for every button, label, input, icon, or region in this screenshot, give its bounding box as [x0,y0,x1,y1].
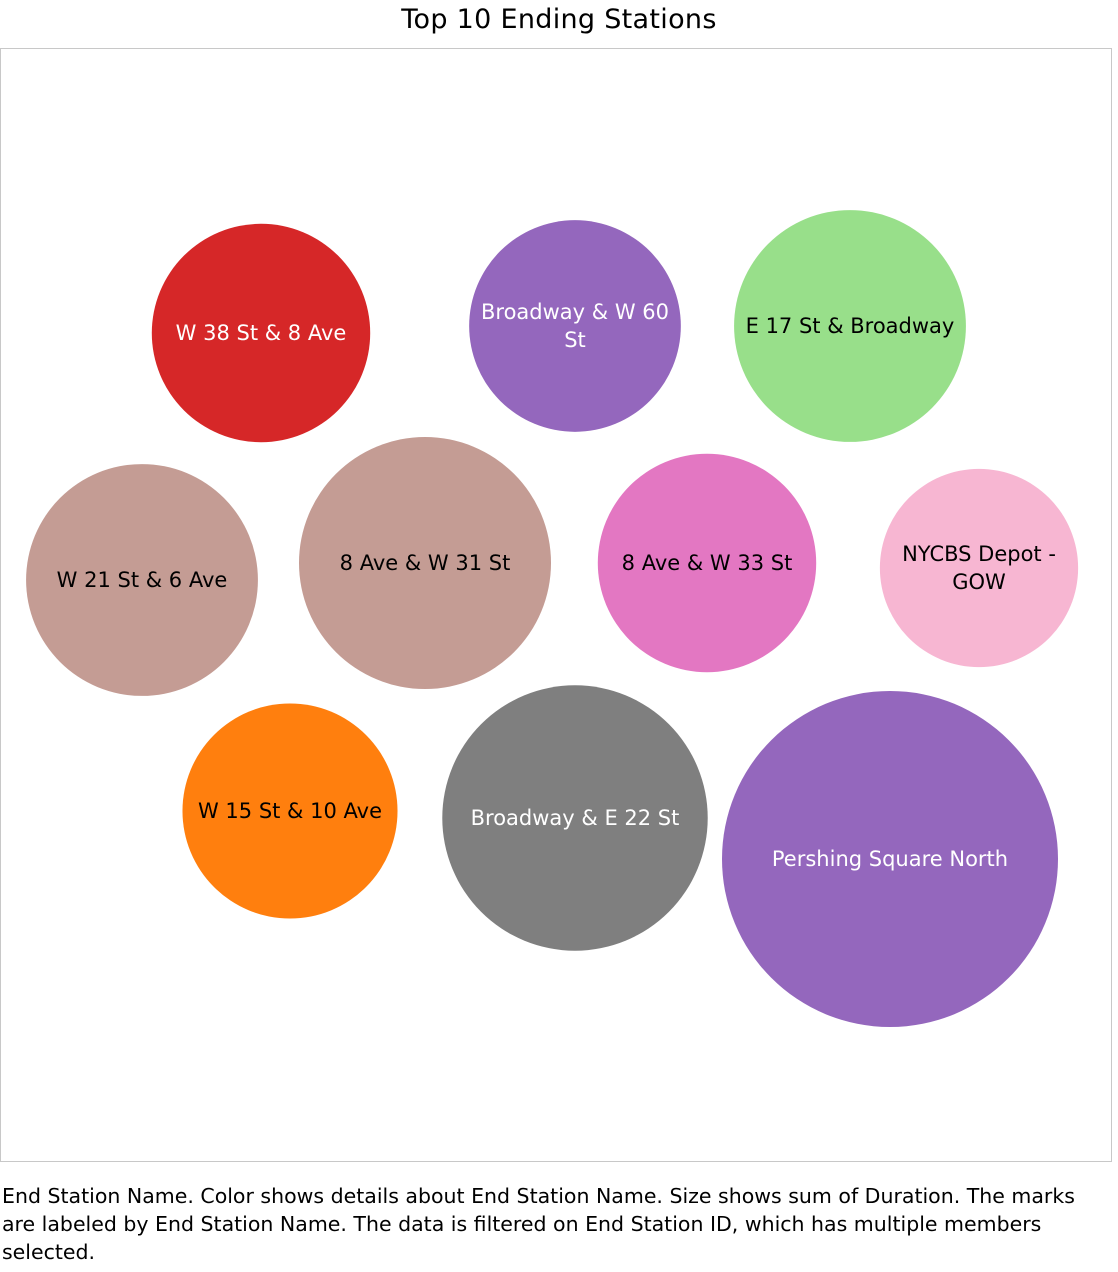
bubble-w-38-st-and-8-ave[interactable]: W 38 St & 8 Ave [151,223,371,443]
bubble-label-broadway-and-e-22-st: Broadway & E 22 St [471,806,680,830]
bubble-mark-w-15-st-and-10-ave[interactable] [182,703,398,919]
bubble-mark-w-38-st-and-8-ave[interactable] [151,223,371,443]
plot-frame [0,48,1112,1162]
chart-caption: End Station Name. Color shows details ab… [2,1184,1075,1264]
bubble-mark-w-21-st-and-6-ave[interactable] [26,464,258,696]
bubble-broadway-and-e-22-st[interactable]: Broadway & E 22 St [442,685,708,951]
bubble-label-w-38-st-and-8-ave: W 38 St & 8 Ave [176,321,347,345]
bubble-w-15-st-and-10-ave[interactable]: W 15 St & 10 Ave [182,703,398,919]
bubble-8-ave-and-w-33-st[interactable]: 8 Ave & W 33 St [597,453,817,673]
bubble-label-8-ave-and-w-33-st: 8 Ave & W 33 St [622,551,793,575]
bubble-e-17-st-and-broadway[interactable]: E 17 St & Broadway [734,210,966,442]
bubble-pershing-square-north[interactable]: Pershing Square North [722,691,1058,1027]
bubble-w-21-st-and-6-ave[interactable]: W 21 St & 6 Ave [26,464,258,696]
bubble-label-w-15-st-and-10-ave: W 15 St & 10 Ave [198,799,382,823]
bubble-nycbs-depot-gow[interactable]: NYCBS Depot -GOW [879,468,1079,668]
bubble-broadway-and-w-60-st[interactable]: Broadway & W 60 St [469,220,681,432]
bubble-mark-8-ave-and-w-33-st[interactable] [597,453,817,673]
bubble-mark-pershing-square-north[interactable] [722,691,1058,1027]
bubble-label-broadway-and-w-60-st: Broadway & W 60 St [481,300,669,352]
bubble-mark-nycbs-depot-gow[interactable] [879,468,1079,668]
bubble-mark-broadway-and-w-60-st[interactable] [469,220,681,432]
bubble-8-ave-and-w-31-st[interactable]: 8 Ave & W 31 St [299,437,551,689]
bubble-label-8-ave-and-w-31-st: 8 Ave & W 31 St [340,551,511,575]
bubble-mark-e-17-st-and-broadway[interactable] [734,210,966,442]
bubble-label-nycbs-depot-gow: NYCBS Depot -GOW [902,542,1056,594]
bubble-mark-broadway-and-e-22-st[interactable] [442,685,708,951]
bubble-label-pershing-square-north: Pershing Square North [772,847,1008,871]
bubble-mark-8-ave-and-w-31-st[interactable] [299,437,551,689]
bubble-chart: W 38 St & 8 Ave Broadway & W 60 St E 17 St … [26,210,1079,1027]
bubble-label-w-21-st-and-6-ave: W 21 St & 6 Ave [57,568,228,592]
bubble-label-e-17-st-and-broadway: E 17 St & Broadway [746,314,955,338]
chart-title: Top 10 Ending Stations [401,4,717,35]
